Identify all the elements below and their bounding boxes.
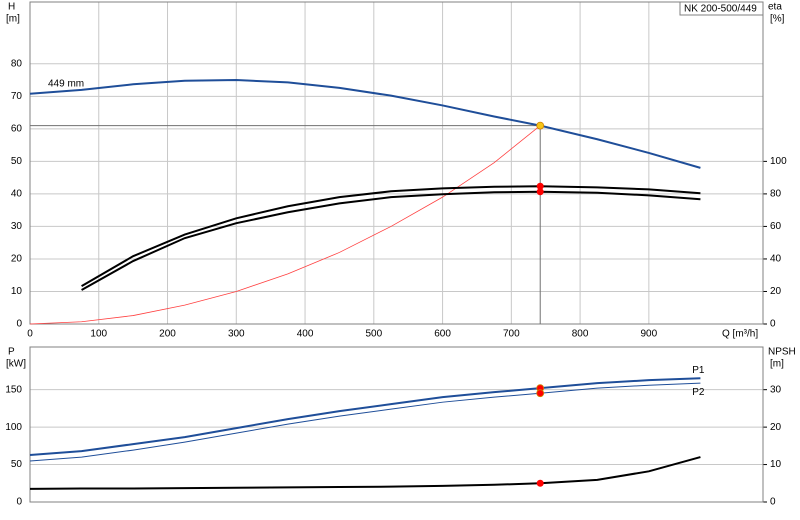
x-tick-label: 700: [503, 329, 520, 340]
duty-dot: [536, 389, 545, 398]
x-tick-label: 800: [572, 329, 589, 340]
curve: [29, 125, 541, 325]
x-tick-label: 500: [365, 329, 382, 340]
y2-axis-unit: [m]: [770, 359, 784, 370]
duty-dot: [536, 188, 544, 196]
x-tick-label: 900: [641, 329, 658, 340]
y-axis-unit: [m]: [6, 14, 20, 25]
x-tick-label: 200: [159, 329, 176, 340]
y2-axis-label: eta: [768, 2, 782, 13]
y2-tick-label: 20: [770, 422, 782, 433]
y2-tick-label: 100: [770, 156, 787, 167]
curve-label: P1: [692, 365, 705, 376]
chart-title: NK 200-500/449: [684, 4, 757, 15]
y-tick-label: 100: [5, 422, 22, 433]
x-axis-label: Q [m³/h]: [722, 329, 758, 340]
x-tick-label: 300: [228, 329, 245, 340]
y-tick-label: 150: [5, 384, 22, 395]
y-tick-label: 30: [11, 221, 23, 232]
x-tick-label: 100: [90, 329, 107, 340]
y-tick-label: 50: [11, 459, 23, 470]
curve-label: 449 mm: [48, 78, 84, 89]
y-tick-label: 0: [16, 497, 22, 508]
curve: [29, 382, 701, 462]
duty-dot: [536, 121, 545, 130]
y-tick-label: 10: [11, 286, 23, 297]
y-axis-label: P: [8, 347, 15, 358]
curve: [81, 185, 701, 287]
y2-tick-label: 10: [770, 459, 782, 470]
y-tick-label: 70: [11, 91, 23, 102]
duty-dot: [536, 182, 544, 190]
x-tick-label: 0: [27, 329, 33, 340]
y2-axis-unit: [%]: [770, 14, 785, 25]
y-tick-label: 50: [11, 156, 23, 167]
y-axis-unit: [kW]: [6, 359, 26, 370]
y2-tick-label: 60: [770, 221, 782, 232]
duty-dot: [536, 479, 544, 487]
y2-tick-label: 40: [770, 254, 782, 265]
y2-tick-label: 30: [770, 384, 782, 395]
y-tick-label: 0: [16, 319, 22, 330]
y-tick-label: 60: [11, 123, 23, 134]
curve: [29, 79, 701, 169]
curve: [81, 190, 701, 291]
y2-axis-label: NPSH: [768, 347, 796, 358]
y-tick-label: 80: [11, 58, 23, 69]
x-tick-label: 600: [434, 329, 451, 340]
y2-tick-label: 0: [770, 319, 776, 330]
y-axis-label: H: [8, 2, 15, 13]
curve: [29, 377, 701, 457]
y-tick-label: 20: [11, 254, 23, 265]
curve: [29, 456, 701, 490]
x-tick-label: 400: [297, 329, 314, 340]
y2-tick-label: 80: [770, 189, 782, 200]
y-tick-label: 40: [11, 189, 23, 200]
title-box: [679, 1, 764, 16]
plot-frame: [29, 346, 764, 503]
y2-tick-label: 0: [770, 497, 776, 508]
curve-label: P2: [692, 387, 705, 398]
y2-tick-label: 20: [770, 286, 782, 297]
plot-frame: [29, 1, 764, 325]
